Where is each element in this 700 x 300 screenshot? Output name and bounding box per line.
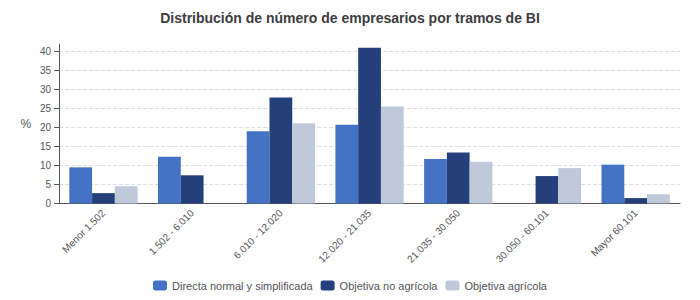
svg-text:Menor 1.502: Menor 1.502: [60, 207, 108, 255]
svg-text:30: 30: [40, 84, 52, 95]
svg-text:Objetiva agrícola: Objetiva agrícola: [464, 280, 547, 292]
svg-text:15: 15: [40, 141, 52, 152]
svg-text:35: 35: [40, 65, 52, 76]
svg-text:21.035 - 30.050: 21.035 - 30.050: [405, 207, 463, 265]
svg-text:6.010 - 12.020: 6.010 - 12.020: [231, 207, 285, 261]
svg-text:5: 5: [46, 179, 52, 190]
svg-text:20: 20: [40, 122, 52, 133]
svg-text:Distribución de número de empr: Distribución de número de empresarios po…: [160, 10, 540, 26]
svg-text:30.050 - 60.101: 30.050 - 60.101: [494, 207, 552, 265]
svg-text:Mayor 60.101: Mayor 60.101: [589, 207, 640, 258]
svg-text:%: %: [20, 117, 31, 131]
svg-text:12.020 - 21.035: 12.020 - 21.035: [316, 207, 374, 265]
svg-text:25: 25: [40, 103, 52, 114]
svg-text:0: 0: [46, 198, 52, 209]
svg-text:40: 40: [40, 46, 52, 57]
svg-text:Directa normal y simplificada: Directa normal y simplificada: [172, 280, 313, 292]
svg-text:Objetiva no agrícola: Objetiva no agrícola: [340, 280, 439, 292]
svg-text:10: 10: [40, 160, 52, 171]
svg-text:1.502 - 6.010: 1.502 - 6.010: [147, 207, 197, 257]
